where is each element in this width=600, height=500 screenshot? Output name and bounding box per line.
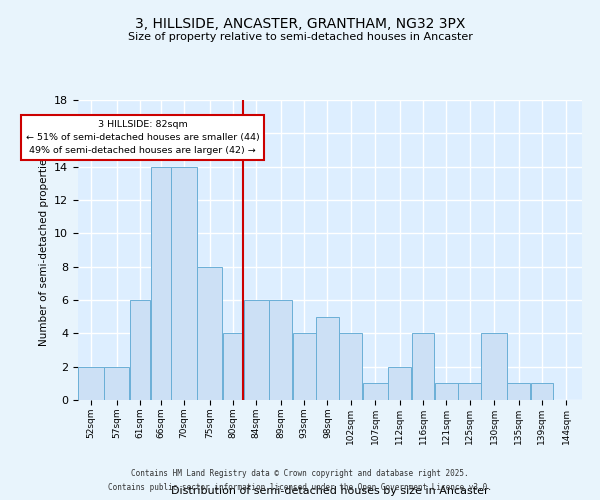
Bar bbox=[104, 366, 130, 400]
Bar bbox=[293, 334, 316, 400]
Text: 3, HILLSIDE, ANCASTER, GRANTHAM, NG32 3PX: 3, HILLSIDE, ANCASTER, GRANTHAM, NG32 3P… bbox=[135, 18, 465, 32]
Bar bbox=[172, 166, 197, 400]
Bar bbox=[507, 384, 530, 400]
Bar bbox=[151, 166, 171, 400]
Bar bbox=[78, 366, 104, 400]
Text: 3 HILLSIDE: 82sqm
← 51% of semi-detached houses are smaller (44)
49% of semi-det: 3 HILLSIDE: 82sqm ← 51% of semi-detached… bbox=[26, 120, 259, 156]
Text: Size of property relative to semi-detached houses in Ancaster: Size of property relative to semi-detach… bbox=[128, 32, 472, 42]
Bar bbox=[435, 384, 458, 400]
Text: Contains HM Land Registry data © Crown copyright and database right 2025.: Contains HM Land Registry data © Crown c… bbox=[131, 468, 469, 477]
Bar bbox=[244, 300, 269, 400]
Y-axis label: Number of semi-detached properties: Number of semi-detached properties bbox=[38, 154, 49, 346]
Bar bbox=[339, 334, 362, 400]
Bar bbox=[316, 316, 339, 400]
Bar bbox=[362, 384, 388, 400]
Bar bbox=[269, 300, 292, 400]
Bar bbox=[130, 300, 150, 400]
Bar bbox=[223, 334, 243, 400]
Bar bbox=[197, 266, 223, 400]
X-axis label: Distribution of semi-detached houses by size in Ancaster: Distribution of semi-detached houses by … bbox=[171, 486, 489, 496]
Bar bbox=[481, 334, 507, 400]
Bar bbox=[458, 384, 481, 400]
Bar bbox=[530, 384, 553, 400]
Text: Contains public sector information licensed under the Open Government Licence v3: Contains public sector information licen… bbox=[108, 484, 492, 492]
Bar bbox=[388, 366, 411, 400]
Bar bbox=[412, 334, 434, 400]
